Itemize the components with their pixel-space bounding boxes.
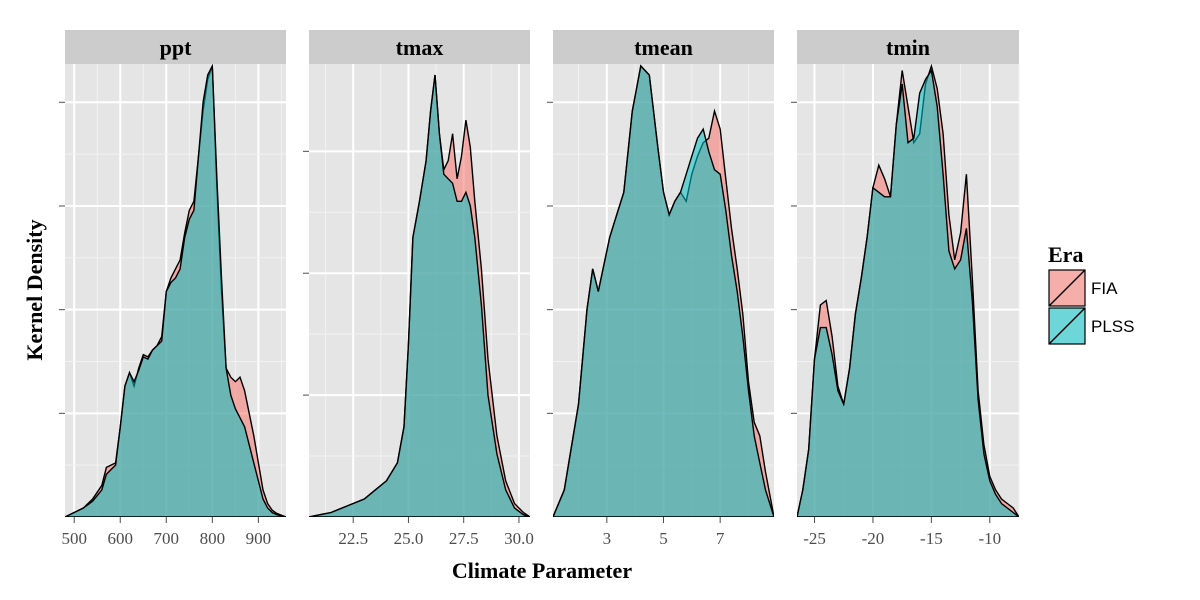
- facet-strip: [65, 30, 286, 64]
- panel-tmin: tmin -25 -20 -15 -10: [791, 30, 1020, 548]
- legend-swatch-diagonal: [1048, 307, 1086, 345]
- y-axis-title: Kernel Density: [22, 219, 47, 360]
- x-tick-label: -25: [803, 529, 826, 548]
- facet-strip: [309, 30, 530, 64]
- facet-strip: [797, 30, 1019, 64]
- facet-strip-label: tmean: [634, 35, 693, 60]
- density-areas: [309, 74, 530, 517]
- legend-label: PLSS: [1091, 317, 1134, 336]
- density-area-plss: [553, 64, 774, 517]
- panel-tmax: tmax 22.5 25.0 27.5 30.0: [303, 30, 534, 548]
- density-areas: [553, 64, 774, 517]
- panel-tmean: tmean 3 5 7: [547, 30, 774, 548]
- x-tick-label: 800: [200, 529, 226, 548]
- legend-title: Era: [1048, 242, 1083, 267]
- x-tick-label: 700: [154, 529, 180, 548]
- x-tick-label: 7: [716, 529, 725, 548]
- facet-strip: [553, 30, 774, 64]
- x-tick-label: 500: [61, 529, 87, 548]
- x-tick-label: -15: [920, 529, 943, 548]
- facet-strip-label: ppt: [160, 35, 192, 60]
- facet-strip-label: tmin: [886, 35, 930, 60]
- panel-ppt: ppt 500 600 700 800 900: [59, 30, 286, 548]
- x-tick-label: 22.5: [338, 529, 368, 548]
- legend-key-fia: [1048, 269, 1086, 307]
- density-area-plss: [309, 74, 530, 517]
- density-area-plss: [797, 68, 1019, 517]
- density-area-plss: [65, 64, 286, 517]
- density-areas: [797, 64, 1019, 517]
- legend: Era FIA PLSS: [1048, 242, 1134, 345]
- legend-key-plss: [1048, 307, 1086, 345]
- x-tick-label: 3: [603, 529, 612, 548]
- x-tick-label: 600: [108, 529, 134, 548]
- x-tick-label: 30.0: [504, 529, 534, 548]
- x-tick-label: 27.5: [449, 529, 479, 548]
- x-tick-label: 5: [659, 529, 668, 548]
- x-tick-label: 900: [246, 529, 272, 548]
- facet-strip-label: tmax: [396, 35, 444, 60]
- x-axis-title: Climate Parameter: [452, 558, 632, 583]
- x-tick-label: 25.0: [394, 529, 424, 548]
- density-areas: [65, 64, 286, 517]
- legend-label: FIA: [1091, 279, 1118, 298]
- legend-swatch-diagonal: [1048, 269, 1086, 307]
- x-tick-label: -20: [862, 529, 885, 548]
- x-tick-label: -10: [978, 529, 1001, 548]
